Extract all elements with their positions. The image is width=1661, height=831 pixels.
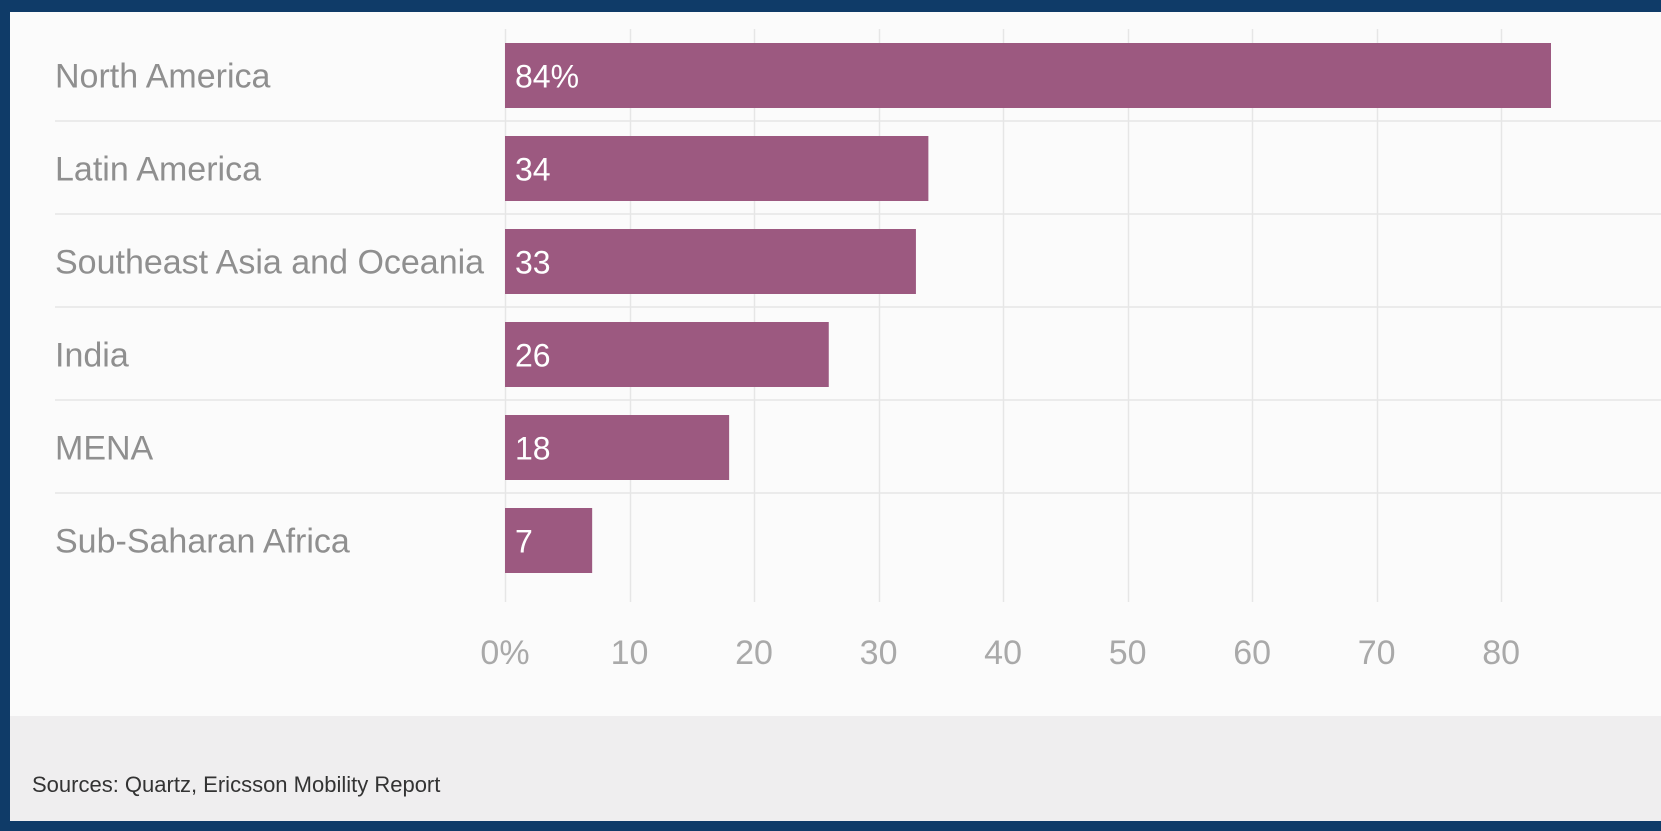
source-note: Sources: Quartz, Ericsson Mobility Repor… xyxy=(32,772,441,797)
x-tick-label: 60 xyxy=(1233,634,1271,672)
bar-2 xyxy=(505,229,916,294)
x-tick-label: 0% xyxy=(480,634,529,672)
category-label: India xyxy=(55,337,129,375)
chart-frame: North America 84% Latin America 34 Southeast… xyxy=(10,12,1661,821)
bar-data-label: 26 xyxy=(515,338,551,374)
bar-chart: North America 84% Latin America 34 Southeast… xyxy=(55,29,1661,672)
category-label: Latin America xyxy=(55,151,261,189)
bar-0 xyxy=(505,43,1551,108)
category-label: MENA xyxy=(55,430,154,468)
x-tick-label: 20 xyxy=(735,634,773,672)
plot-area: North America 84% Latin America 34 Southeast… xyxy=(10,12,1661,716)
x-tick-label: 50 xyxy=(1109,634,1147,672)
bar-data-label: 34 xyxy=(515,152,551,188)
bar-4 xyxy=(505,415,730,480)
bar-1 xyxy=(505,136,929,201)
x-tick-label: 10 xyxy=(611,634,649,672)
bar-data-label: 33 xyxy=(515,245,551,281)
bar-data-label: 84% xyxy=(515,59,579,95)
category-label: North America xyxy=(55,58,270,96)
x-tick-label: 80 xyxy=(1482,634,1520,672)
category-label: Sub-Saharan Africa xyxy=(55,523,350,561)
bar-data-label: 7 xyxy=(515,524,533,560)
x-tick-label: 70 xyxy=(1358,634,1396,672)
bar-5 xyxy=(505,508,593,573)
x-tick-label: 30 xyxy=(860,634,898,672)
bar-data-label: 18 xyxy=(515,431,551,467)
bar-3 xyxy=(505,322,829,387)
chart-footer: Sources: Quartz, Ericsson Mobility Repor… xyxy=(10,716,1661,821)
x-tick-label: 40 xyxy=(984,634,1022,672)
category-label: Southeast Asia and Oceania xyxy=(55,244,484,282)
